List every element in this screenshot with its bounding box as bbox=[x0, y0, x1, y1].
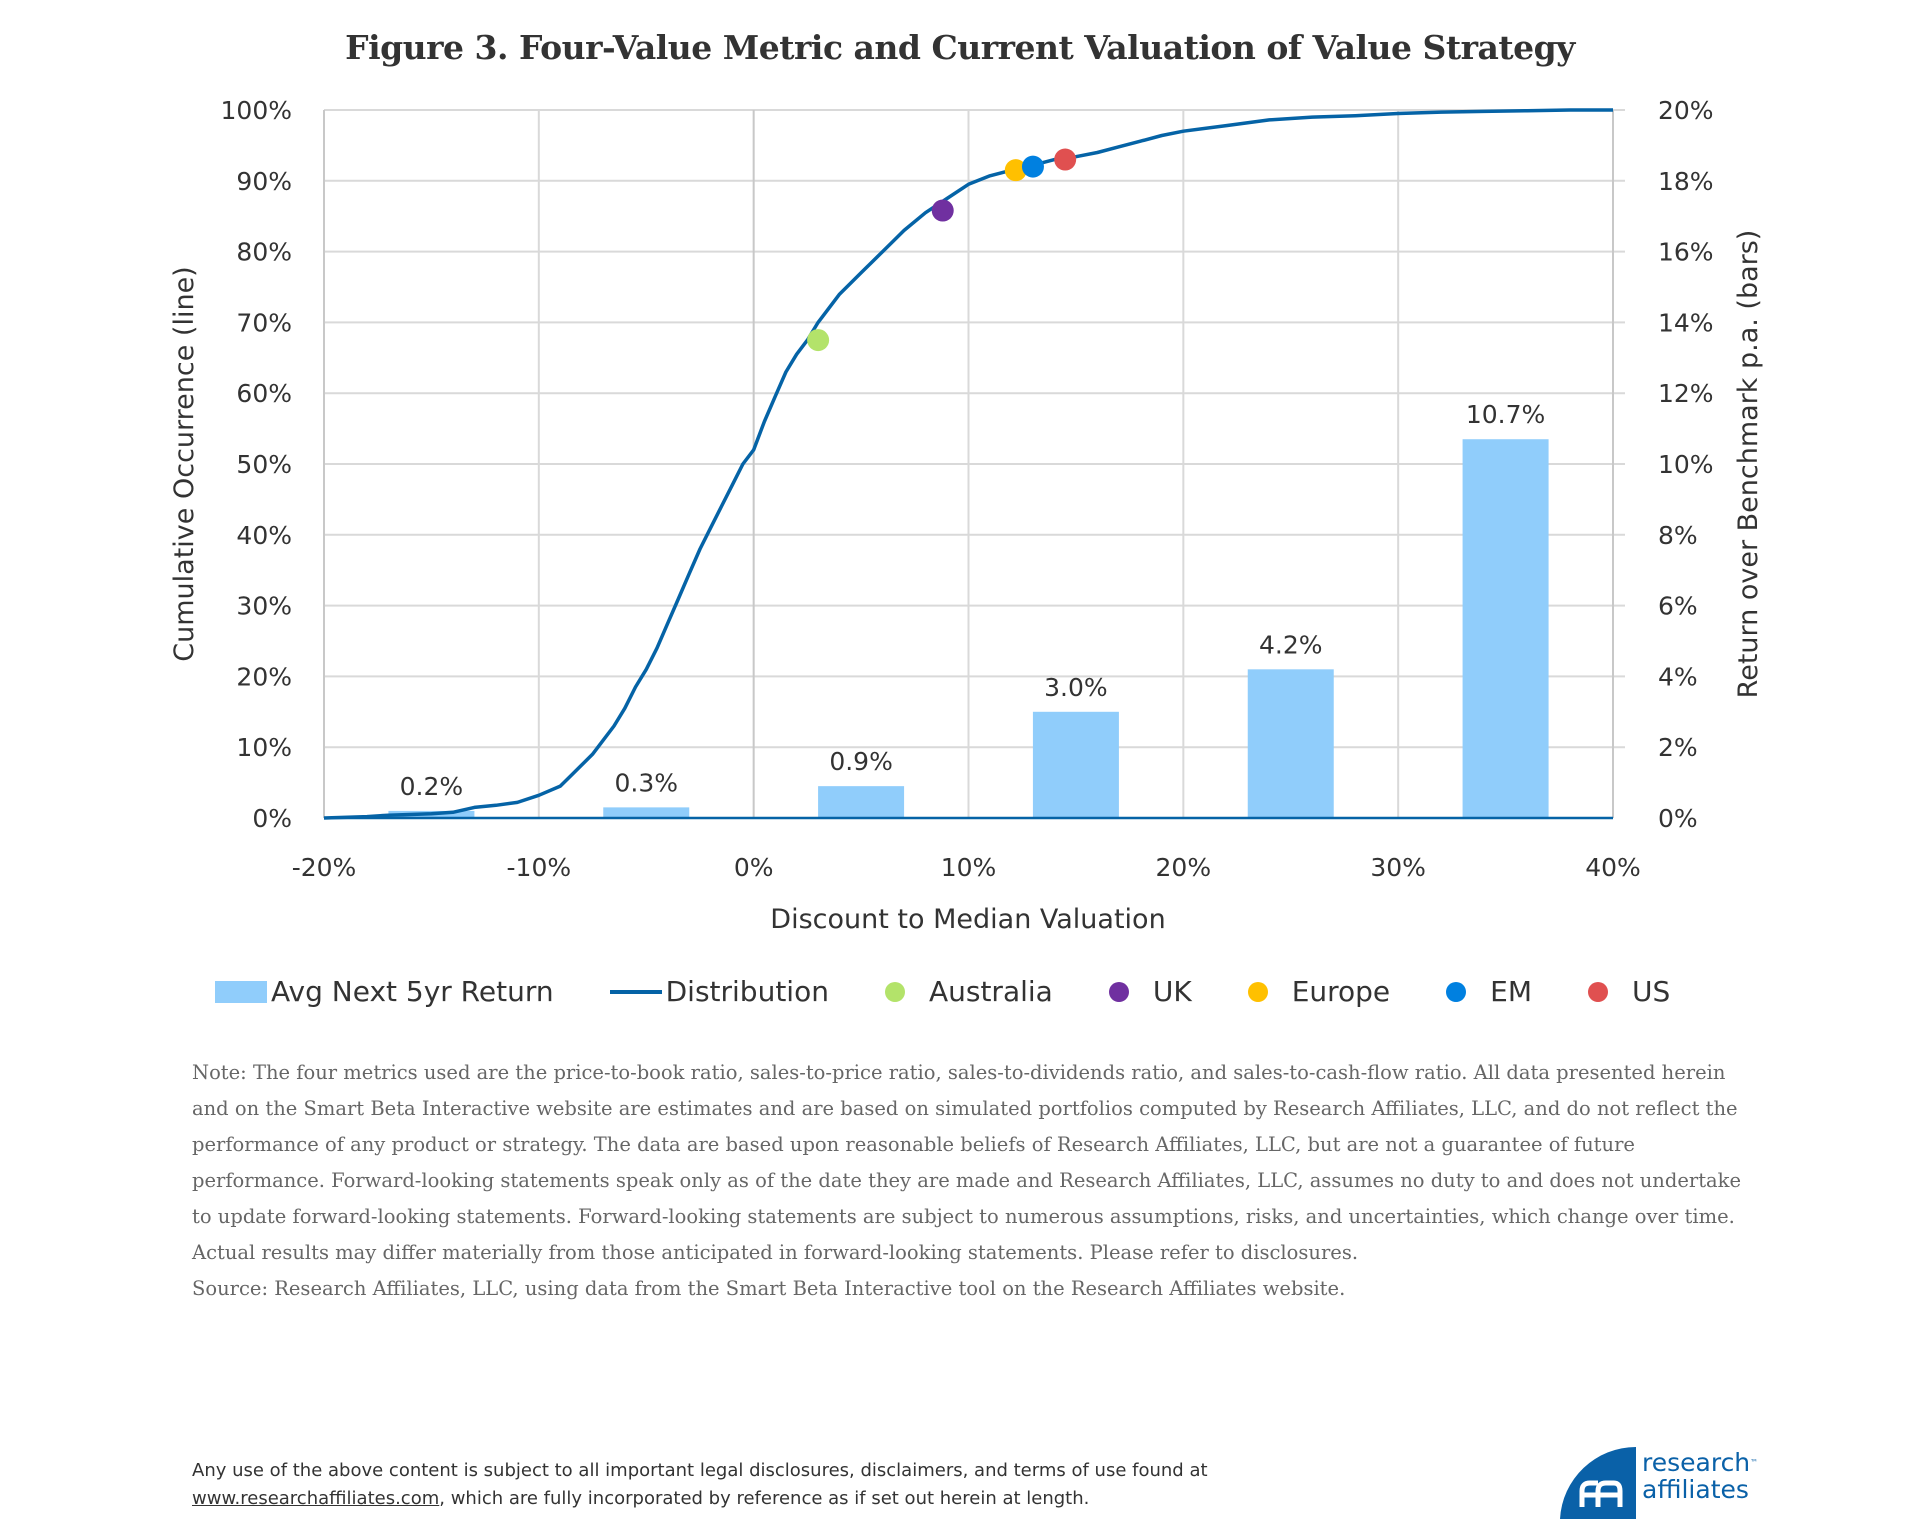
logo-mark-icon bbox=[1560, 1447, 1636, 1519]
y-left-tick-label: 40% bbox=[236, 521, 292, 550]
y-left-tick-label: 50% bbox=[236, 450, 292, 479]
y-left-tick-label: 100% bbox=[221, 96, 292, 125]
bar-data-label: 0.2% bbox=[400, 772, 464, 801]
legend-dot-icon bbox=[1588, 981, 1609, 1002]
y-right-tick-label: 6% bbox=[1658, 592, 1698, 621]
y-right-tick-label: 2% bbox=[1658, 733, 1698, 762]
legend-dot-icon bbox=[1108, 981, 1129, 1002]
line-series bbox=[323, 108, 1613, 820]
y-right-tick-label: 18% bbox=[1658, 167, 1714, 196]
legend-line-swatch-icon bbox=[609, 989, 662, 994]
legend-label: US bbox=[1632, 975, 1671, 1008]
x-axis-title: Discount to Median Valuation bbox=[770, 904, 1165, 935]
country-points bbox=[807, 148, 1077, 352]
chart: 0% 10% 20% 30% 40% 50% 60% 70% 80% 90% 100% 0% 2% 4% 6… bbox=[169, 96, 1764, 935]
y-left-tick-label: 60% bbox=[236, 379, 292, 408]
website-link[interactable]: www.researchaffiliates.com bbox=[192, 1488, 440, 1509]
legend-dot-icon bbox=[1446, 981, 1467, 1002]
y-right-tick-label: 4% bbox=[1658, 662, 1698, 691]
x-tick-label: 10% bbox=[941, 853, 997, 882]
legend: Avg Next 5yr Return Distribution Australia… bbox=[215, 975, 1670, 1008]
legend-dot-icon bbox=[884, 981, 905, 1002]
legend-item-us: US bbox=[1588, 975, 1670, 1008]
legend-label: EM bbox=[1490, 975, 1533, 1008]
legend-label: UK bbox=[1152, 975, 1192, 1008]
x-tick-label: -20% bbox=[292, 853, 357, 882]
bar-series bbox=[388, 439, 1549, 818]
source-text: Source: Research Affiliates, LLC, using … bbox=[192, 1277, 1346, 1300]
y-left-tick-label: 10% bbox=[236, 733, 292, 762]
legend-label: Europe bbox=[1291, 975, 1391, 1008]
legal-footer: Any use of the above content is subject … bbox=[192, 1457, 1392, 1513]
x-tick-label: -10% bbox=[507, 853, 572, 882]
logo-tm: ™ bbox=[1750, 1458, 1759, 1467]
bar bbox=[1462, 439, 1549, 818]
x-tick-label: 20% bbox=[1156, 853, 1212, 882]
x-tick-label: 30% bbox=[1370, 853, 1426, 882]
y-left-axis-title: Cumulative Occurrence (line) bbox=[169, 266, 200, 661]
point-uk bbox=[931, 199, 954, 222]
legend-item-distribution: Distribution bbox=[609, 975, 829, 1008]
point-us bbox=[1054, 148, 1077, 171]
legend-item-australia: Australia bbox=[884, 975, 1053, 1008]
y-left-tick-label: 70% bbox=[236, 308, 292, 337]
legend-bar-swatch-icon bbox=[215, 980, 267, 1003]
y-right-tick-label: 20% bbox=[1658, 96, 1714, 125]
y-right-axis-title: Return over Benchmark p.a. (bars) bbox=[1733, 230, 1764, 699]
bar-data-label: 0.3% bbox=[614, 768, 678, 797]
tick-labels: 0% 10% 20% 30% 40% 50% 60% 70% 80% 90% 100% 0% 2% 4% 6… bbox=[221, 96, 1714, 882]
legend-item-uk: UK bbox=[1108, 975, 1192, 1008]
y-right-tick-label: 8% bbox=[1658, 521, 1698, 550]
research-affiliates-logo: research™ affiliates bbox=[1560, 1447, 1780, 1519]
logo-line2: affiliates bbox=[1642, 1475, 1749, 1504]
chart-note: Note: The four metrics used are the pric… bbox=[192, 1055, 1752, 1307]
legend-item-avg-next-5yr-return: Avg Next 5yr Return bbox=[215, 975, 554, 1008]
x-tick-label: 40% bbox=[1585, 853, 1641, 882]
legend-dot-icon bbox=[1247, 981, 1268, 1002]
figure-title: Figure 3. Four-Value Metric and Current … bbox=[345, 28, 1575, 67]
bar-data-label: 0.9% bbox=[829, 747, 893, 776]
bar bbox=[1247, 669, 1334, 818]
legend-item-em: EM bbox=[1446, 975, 1532, 1008]
y-right-tick-label: 12% bbox=[1658, 379, 1714, 408]
bar-data-label: 10.7% bbox=[1466, 400, 1545, 429]
x-tick-label: 0% bbox=[734, 853, 774, 882]
y-right-tick-label: 0% bbox=[1658, 804, 1698, 833]
logo-line1: research bbox=[1642, 1448, 1751, 1477]
bar-data-label: 4.2% bbox=[1259, 630, 1323, 659]
footer-line1: Any use of the above content is subject … bbox=[192, 1460, 1208, 1481]
bar-data-label: 3.0% bbox=[1044, 673, 1108, 702]
logo-text: research™ affiliates bbox=[1642, 1449, 1758, 1503]
y-right-tick-label: 16% bbox=[1658, 238, 1714, 267]
point-australia bbox=[807, 329, 830, 352]
gridlines bbox=[323, 109, 1625, 818]
footer-line2: , which are fully incorporated by refere… bbox=[439, 1488, 1090, 1509]
legend-label: Australia bbox=[928, 975, 1053, 1008]
y-right-tick-label: 10% bbox=[1658, 450, 1714, 479]
bar bbox=[818, 786, 905, 818]
y-left-tick-label: 90% bbox=[236, 167, 292, 196]
bar bbox=[1032, 711, 1119, 818]
y-left-tick-label: 80% bbox=[236, 238, 292, 267]
bar bbox=[603, 807, 690, 818]
y-left-tick-label: 30% bbox=[236, 592, 292, 621]
note-text: Note: The four metrics used are the pric… bbox=[192, 1061, 1742, 1264]
distribution-line bbox=[323, 108, 1613, 820]
point-em bbox=[1021, 155, 1044, 178]
legend-item-europe: Europe bbox=[1247, 975, 1391, 1008]
legend-label: Avg Next 5yr Return bbox=[271, 975, 554, 1008]
y-left-tick-label: 0% bbox=[252, 804, 292, 833]
y-left-tick-label: 20% bbox=[236, 662, 292, 691]
legend-label: Distribution bbox=[665, 975, 829, 1008]
y-right-tick-label: 14% bbox=[1658, 308, 1714, 337]
point-europe bbox=[1004, 159, 1027, 182]
